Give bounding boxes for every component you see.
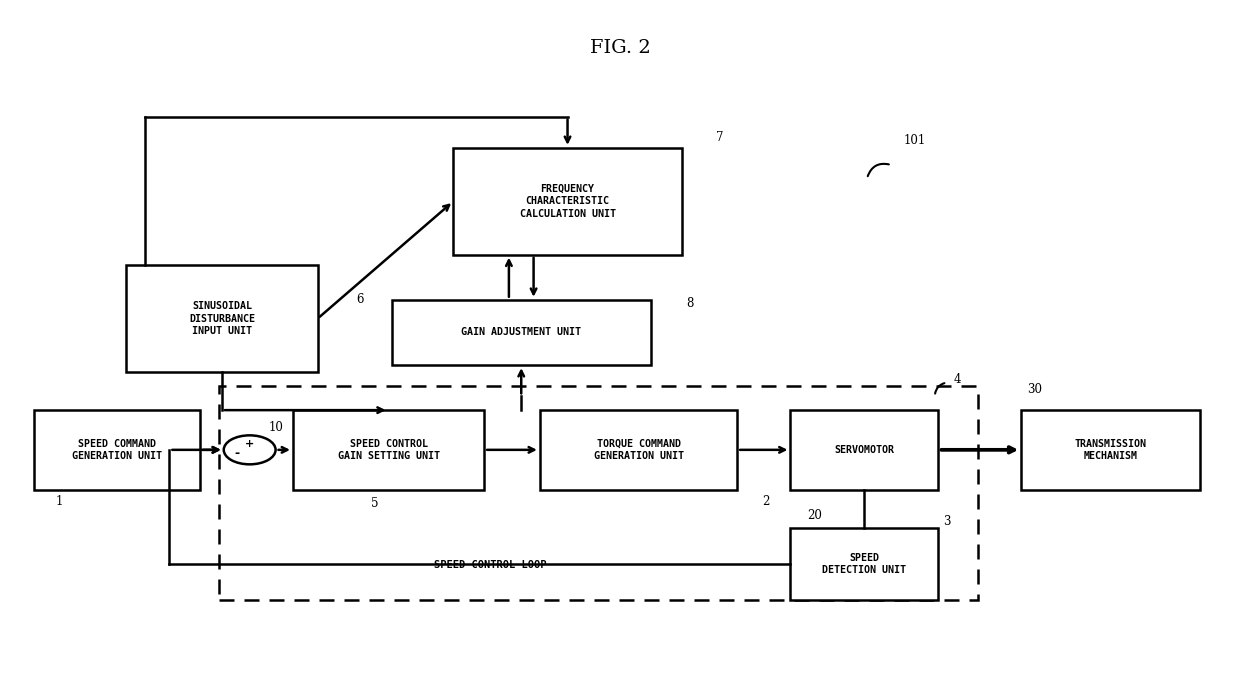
Bar [790,410,939,489]
Text: SPEED CONTROL
GAIN SETTING UNIT: SPEED CONTROL GAIN SETTING UNIT [337,438,439,461]
Text: 30: 30 [1028,383,1043,396]
Text: 20: 20 [807,509,822,521]
Text: 8: 8 [687,296,694,310]
Bar [454,148,682,255]
Text: 10: 10 [268,421,283,434]
Text: TORQUE COMMAND
GENERATION UNIT: TORQUE COMMAND GENERATION UNIT [594,438,683,461]
Text: TRANSMISSION
MECHANISM: TRANSMISSION MECHANISM [1075,438,1147,461]
Text: 2: 2 [761,495,769,508]
Text: 101: 101 [904,134,926,148]
Text: SERVOMOTOR: SERVOMOTOR [835,445,894,455]
Text: SINUSOIDAL
DISTURBANCE
INPUT UNIT: SINUSOIDAL DISTURBANCE INPUT UNIT [188,301,255,336]
Text: SPEED
DETECTION UNIT: SPEED DETECTION UNIT [822,553,906,575]
Text: 5: 5 [371,497,378,510]
Text: SPEED CONTROL LOOP: SPEED CONTROL LOOP [434,560,547,571]
Bar [790,528,939,600]
Text: 4: 4 [954,372,961,386]
Bar [539,410,738,489]
Text: FREQUENCY
CHARACTERISTIC
CALCULATION UNIT: FREQUENCY CHARACTERISTIC CALCULATION UNI… [520,184,615,219]
Bar [1022,410,1200,489]
Text: -: - [234,447,239,460]
Bar [126,265,317,372]
Text: 3: 3 [944,516,951,528]
Bar [293,410,484,489]
Text: 6: 6 [356,293,363,306]
Text: SPEED COMMAND
GENERATION UNIT: SPEED COMMAND GENERATION UNIT [72,438,162,461]
Text: 7: 7 [717,131,724,144]
Text: FIG. 2: FIG. 2 [590,39,650,56]
Bar [218,386,978,600]
Text: +: + [246,439,254,450]
Bar [33,410,201,489]
Text: 1: 1 [56,495,63,508]
Text: GAIN ADJUSTMENT UNIT: GAIN ADJUSTMENT UNIT [461,327,582,338]
Bar [392,300,651,365]
